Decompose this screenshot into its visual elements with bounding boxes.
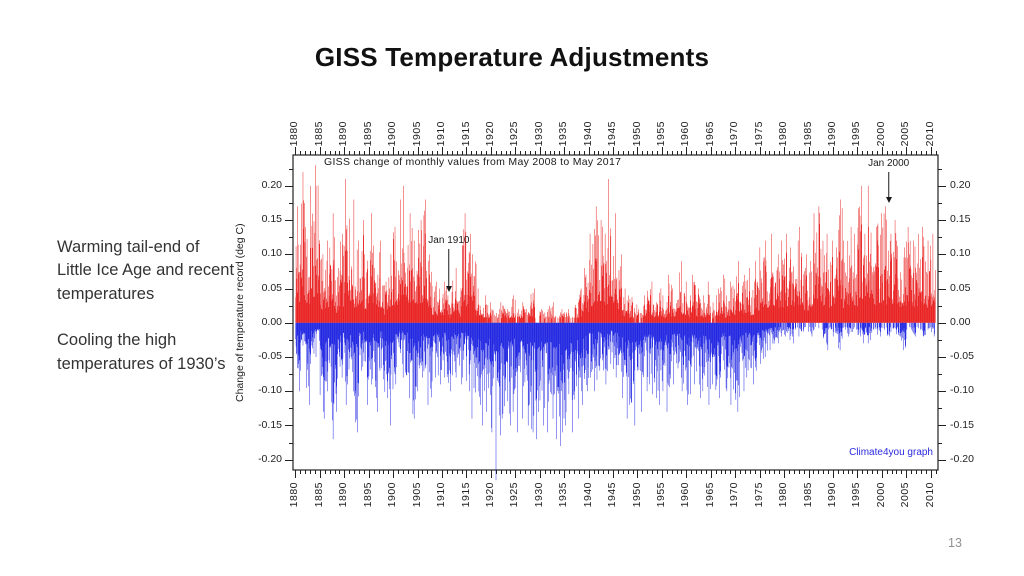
chart-annotation-label: Jan 2000: [868, 158, 910, 169]
y-tick-label-left: -0.15: [258, 418, 282, 431]
x-tick-label-top: 1955: [654, 120, 667, 146]
y-tick-label-right: 0.20: [950, 178, 971, 191]
giss-adjustments-chart: Change of temperature record (deg C) GIS…: [228, 92, 1024, 562]
x-tick-label-bottom: 1920: [483, 482, 496, 508]
x-tick-label-top: 1900: [386, 120, 399, 146]
y-tick-label-right: 0.15: [950, 213, 971, 226]
x-tick-label-top: 1940: [581, 120, 594, 146]
adjustment-bars-canvas: [278, 140, 953, 485]
x-tick-label-top: 1890: [337, 120, 350, 146]
x-tick-label-bottom: 1995: [850, 482, 863, 508]
x-tick-label-bottom: 1900: [386, 482, 399, 508]
y-tick-label-right: -0.10: [950, 384, 974, 397]
annotation-arrowhead: [445, 285, 452, 292]
x-tick-label-bottom: 1950: [630, 482, 643, 508]
x-tick-label-bottom: 1880: [288, 482, 301, 508]
y-tick-label-left: 0.00: [261, 315, 282, 328]
x-tick-label-bottom: 1990: [825, 482, 838, 508]
y-tick-label-left: 0.10: [261, 247, 282, 260]
annotation-arrowhead: [885, 196, 892, 203]
x-tick-label-top: 1925: [508, 120, 521, 146]
x-tick-label-top: 1880: [288, 120, 301, 146]
x-tick-label-bottom: 1940: [581, 482, 594, 508]
y-tick-label-right: -0.15: [950, 418, 974, 431]
x-tick-label-top: 1990: [825, 120, 838, 146]
x-tick-label-bottom: 1960: [679, 482, 692, 508]
x-tick-label-bottom: 2005: [899, 482, 912, 508]
x-tick-label-top: 2000: [874, 120, 887, 146]
x-tick-label-top: 1970: [728, 120, 741, 146]
y-tick-label-left: -0.05: [258, 350, 282, 362]
y-tick-label-right: 0.00: [950, 315, 971, 328]
annotation-arrow: [448, 249, 450, 286]
x-tick-label-top: 1975: [752, 120, 765, 146]
x-tick-label-top: 1915: [459, 120, 472, 146]
x-tick-label-top: 1960: [679, 120, 692, 146]
x-tick-label-top: 1905: [410, 120, 423, 146]
x-tick-label-top: 1980: [777, 120, 790, 146]
y-tick-label-left: -0.20: [258, 452, 282, 465]
slide-page-number: 13: [948, 536, 962, 550]
x-tick-label-bottom: 1980: [777, 482, 790, 508]
x-tick-label-bottom: 1905: [410, 482, 423, 508]
slide-title: GISS Temperature Adjustments: [314, 42, 710, 72]
chart-annotation-label: Jan 1910: [428, 235, 470, 246]
chart-subtitle-annotation: GISS change of monthly values from May 2…: [324, 156, 622, 168]
x-tick-label-bottom: 2010: [923, 482, 936, 508]
x-tick-label-top: 1985: [801, 120, 814, 146]
x-tick-label-top: 1920: [483, 120, 496, 146]
x-tick-label-bottom: 1985: [801, 482, 814, 508]
x-tick-label-bottom: 1970: [728, 482, 741, 508]
x-tick-label-bottom: 2000: [874, 482, 887, 508]
x-tick-label-top: 2005: [899, 120, 912, 146]
x-tick-label-top: 1945: [606, 120, 619, 146]
y-tick-label-right: 0.05: [950, 281, 971, 294]
x-tick-label-top: 1965: [703, 120, 716, 146]
x-tick-label-top: 1935: [557, 120, 570, 146]
y-tick-label-left: 0.15: [261, 213, 282, 226]
x-tick-label-bottom: 1915: [459, 482, 472, 508]
y-tick-label-left: -0.10: [258, 384, 282, 397]
x-tick-label-top: 1995: [850, 120, 863, 146]
x-tick-label-bottom: 1930: [532, 482, 545, 508]
y-tick-label-left: 0.05: [261, 281, 282, 294]
x-tick-label-top: 1930: [532, 120, 545, 146]
x-tick-label-top: 1950: [630, 120, 643, 146]
x-tick-label-bottom: 1955: [654, 482, 667, 508]
annotation-arrow: [887, 172, 890, 197]
x-tick-label-bottom: 1965: [703, 482, 716, 508]
x-tick-label-bottom: 1975: [752, 482, 765, 508]
x-tick-label-bottom: 1910: [435, 482, 447, 508]
x-tick-label-bottom: 1935: [557, 482, 570, 508]
commentary-paragraph-2: Cooling the high temperatures of 1930’s: [57, 331, 226, 373]
commentary-text: Warming tail-end of Little Ice Age and r…: [57, 236, 237, 376]
x-tick-label-bottom: 1895: [361, 482, 374, 508]
x-tick-label-top: 1895: [361, 120, 374, 146]
x-tick-label-bottom: 1925: [508, 482, 521, 508]
x-tick-label-bottom: 1890: [337, 482, 350, 508]
y-tick-label-right: 0.10: [950, 247, 971, 260]
y-tick-label-right: -0.05: [950, 350, 974, 362]
x-tick-label-top: 2010: [923, 120, 936, 146]
x-tick-label-bottom: 1885: [312, 482, 325, 508]
y-tick-label-left: 0.20: [261, 178, 282, 191]
x-tick-label-top: 1885: [312, 120, 325, 146]
x-tick-label-bottom: 1945: [606, 482, 619, 508]
watermark-credit: Climate4you graph: [849, 447, 933, 458]
x-tick-label-top: 1910: [435, 120, 447, 146]
y-tick-label-right: -0.20: [950, 452, 974, 465]
commentary-paragraph-1: Warming tail-end of Little Ice Age and r…: [57, 238, 235, 303]
